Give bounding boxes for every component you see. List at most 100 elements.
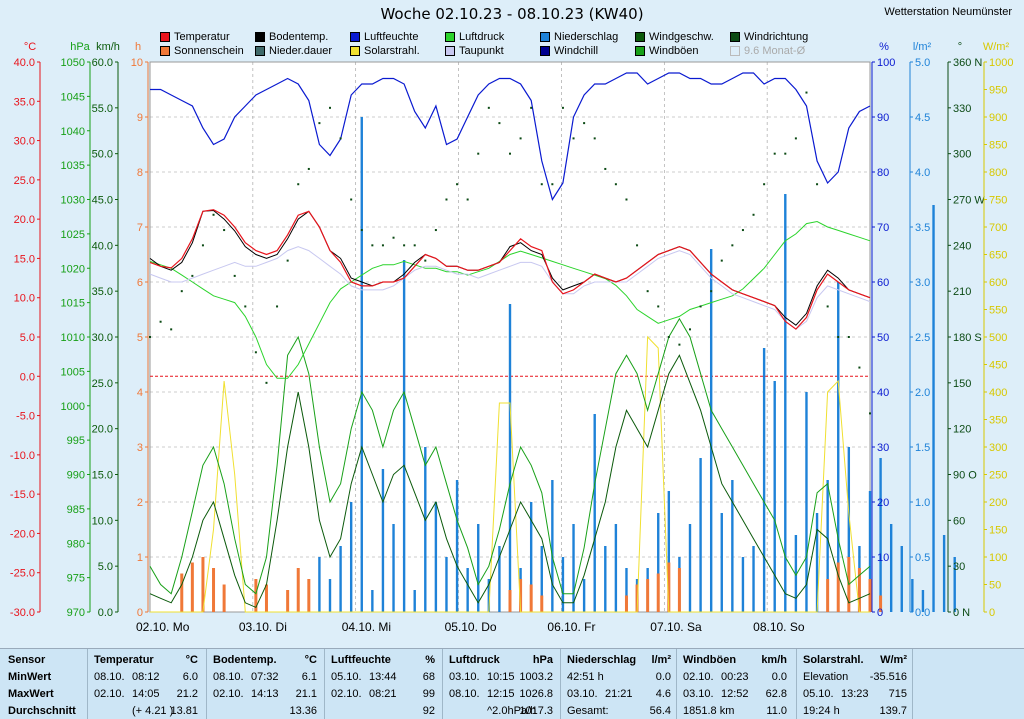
winddir-dot — [794, 137, 797, 140]
winddir-dot — [149, 336, 151, 338]
left-axis-tick-label: 10.0 — [14, 293, 35, 305]
legend-item: Luftdruck — [445, 31, 504, 43]
left-axis-tick-label: 40.0 — [14, 57, 35, 69]
weather-chart: °C40.035.030.025.020.015.010.05.00.0-5.0… — [10, 41, 1014, 634]
legend-label: Solarstrahl. — [364, 45, 420, 57]
x-axis-label: 06.10. Fr — [547, 620, 595, 634]
table-cell: 715 — [888, 688, 907, 700]
sunshine-bar — [508, 590, 512, 612]
rain-bar — [921, 590, 925, 612]
rain-bar — [688, 524, 692, 612]
table-cell: 13:23 — [841, 688, 869, 700]
sunshine-bar — [635, 584, 639, 612]
legend-item: Luftfeuchte — [350, 31, 418, 43]
rain-bar — [773, 381, 776, 612]
table-cell: 08:12 — [132, 671, 160, 683]
winddir-dot — [773, 152, 776, 155]
rain-bar — [593, 414, 596, 612]
table-cell: 03.10. — [683, 688, 714, 700]
right-axis-tick-label: 200 — [989, 497, 1007, 509]
legend-swatch — [445, 32, 455, 42]
right-axis-tick-label: 600 — [989, 277, 1007, 289]
table-cell: 10:15 — [487, 671, 515, 683]
left-axis-tick-label: 30.0 — [14, 136, 35, 148]
left-axis-tick-label: 60.0 — [92, 57, 113, 69]
winddir-dot — [572, 137, 575, 140]
left-axis-unit: h — [135, 41, 141, 53]
winddir-dot — [170, 328, 173, 331]
left-axis-tick-label: 10.0 — [92, 515, 113, 527]
winddir-dot — [667, 336, 670, 338]
left-axis-tick-label: 1045 — [61, 91, 85, 103]
right-axis-tick-label: 50 — [877, 332, 889, 344]
right-axis-tick-label: 40 — [877, 387, 889, 399]
left-axis-tick-label: 6 — [137, 277, 143, 289]
legend-label: 9.6 Monat-Ø — [744, 45, 806, 57]
table-cell: 07:32 — [251, 671, 279, 683]
legend-item: Niederschlag — [540, 31, 618, 43]
table-column: Solarstrahl. W/m² Elevation -35.516 05.10. 13… — [796, 649, 913, 719]
rain-bar — [900, 546, 903, 612]
legend-swatch — [730, 32, 740, 42]
winddir-dot — [752, 213, 755, 216]
rain-bar — [667, 491, 671, 612]
winddir-dot — [244, 305, 247, 308]
rain-bar — [561, 557, 565, 612]
sunshine-bar — [264, 584, 268, 612]
table-cell: Luftdruck — [449, 654, 500, 666]
sunshine-bar — [254, 579, 258, 612]
left-axis-tick-label: 1015 — [61, 298, 85, 310]
sunshine-bar — [868, 579, 872, 612]
right-axis-tick-label: 800 — [989, 167, 1007, 179]
right-axis-tick-label: 90 — [877, 112, 889, 124]
winddir-dot — [466, 198, 469, 201]
sunshine-bar — [286, 590, 290, 612]
winddir-dot — [339, 137, 342, 140]
statistics-table: Sensor MinWert MaxWert Durchschnitt Temperat… — [0, 648, 1024, 719]
right-axis-tick-label: 4.5 — [915, 112, 930, 124]
winddir-dot — [350, 198, 353, 201]
winddir-dot — [424, 259, 427, 262]
legend-label: Bodentemp. — [269, 31, 329, 43]
left-axis-tick-label: 0.0 — [98, 607, 113, 619]
left-axis-tick-label: 990 — [67, 470, 85, 482]
winddir-dot — [689, 328, 691, 331]
table-cell: 02.10. — [683, 671, 714, 683]
x-axis-label: 02.10. Mo — [136, 620, 190, 634]
sunshine-bar — [519, 579, 523, 612]
table-cell: km/h — [761, 654, 787, 666]
sunshine-bar — [826, 579, 830, 612]
right-axis-unit: % — [879, 41, 889, 53]
left-axis-tick-label: -10.0 — [10, 450, 35, 462]
right-axis-tick-label: 4.0 — [915, 167, 930, 179]
right-axis-tick-label: 120 — [953, 424, 971, 436]
table-cell: 0.0 — [655, 671, 671, 683]
x-axis-label: 03.10. Di — [239, 620, 287, 634]
left-axis-tick-label: 10 — [131, 57, 143, 69]
table-cell: °C — [304, 654, 317, 666]
left-axis-tick-label: 1010 — [61, 332, 85, 344]
rain-bar — [614, 524, 618, 612]
winddir-dot — [530, 106, 533, 109]
legend-label: Windgeschw. — [649, 31, 714, 43]
right-axis-tick-label: 950 — [989, 85, 1007, 97]
table-cell: 08.10. — [94, 671, 125, 683]
right-axis-tick-label: 0 N — [953, 607, 970, 619]
rain-bar — [371, 590, 374, 612]
rain-bar — [657, 513, 660, 612]
winddir-dot — [731, 244, 734, 247]
right-axis-tick-label: 2.0 — [915, 387, 930, 399]
left-axis-unit: hPa — [70, 41, 90, 53]
table-cell: Gesamt: — [567, 705, 609, 717]
rain-bar — [540, 546, 543, 612]
right-axis-tick-label: 70 — [877, 222, 889, 234]
table-cell: MaxWert — [8, 688, 54, 700]
rain-bar — [477, 524, 480, 612]
legend-swatch — [635, 46, 645, 56]
legend-swatch — [730, 46, 740, 56]
table-cell: Bodentemp. — [213, 654, 277, 666]
legend-item: Windchill — [540, 45, 598, 57]
right-axis-tick-label: 5.0 — [915, 57, 930, 69]
rain-bar — [455, 480, 459, 612]
rain-bar — [445, 557, 448, 612]
